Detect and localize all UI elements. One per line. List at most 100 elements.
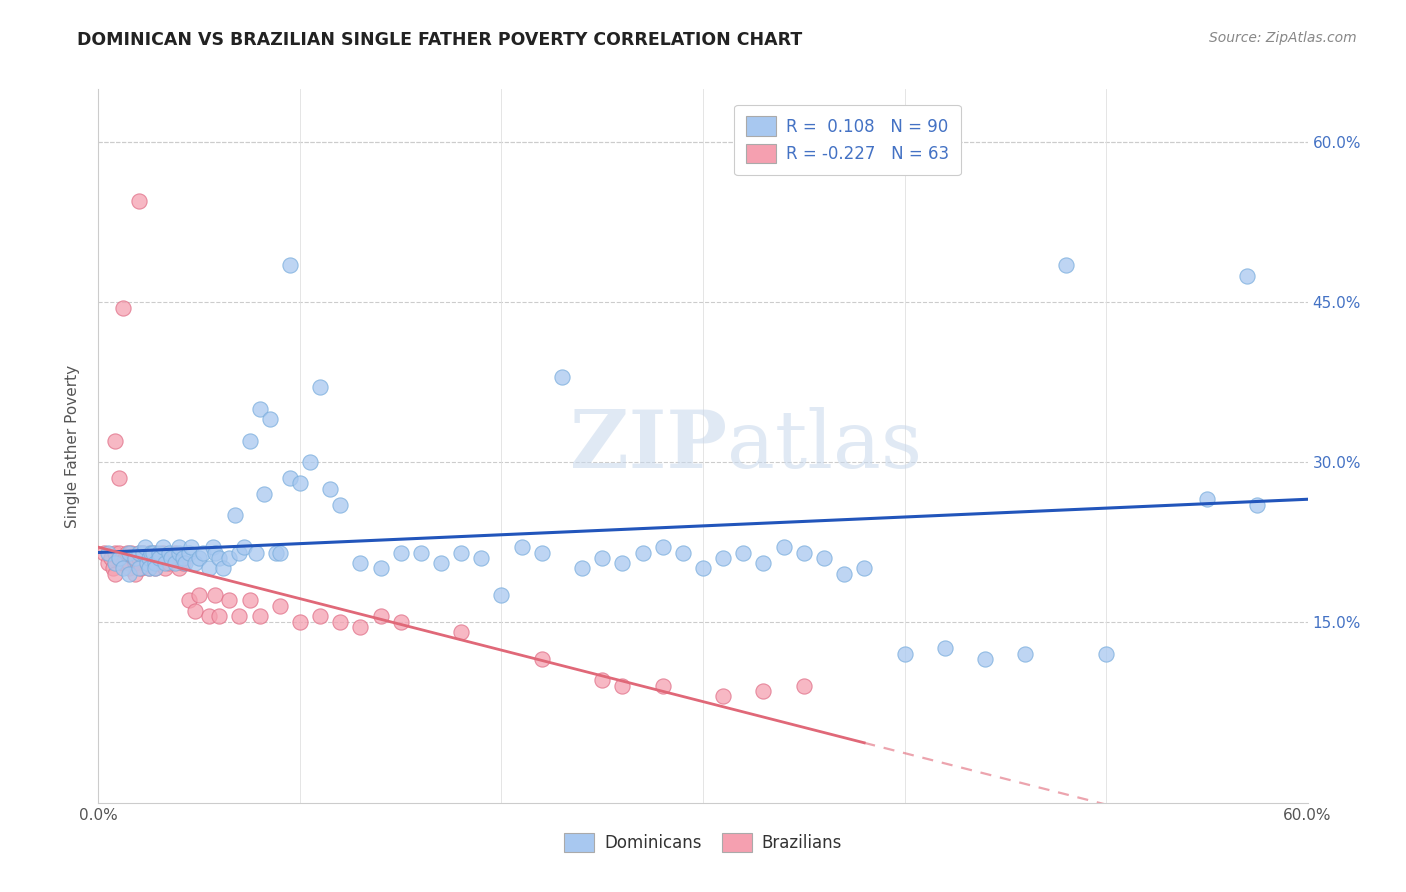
Point (253, 487, 276, 501)
Point (118, 561, 141, 575)
Point (103, 434, 125, 448)
Point (153, 556, 176, 570)
Point (319, 482, 342, 496)
Point (163, 556, 186, 570)
Point (198, 561, 221, 575)
Point (612, 679, 634, 693)
Point (103, 556, 125, 570)
Point (245, 545, 267, 559)
Point (157, 556, 180, 570)
Point (148, 556, 170, 570)
Point (1014, 647, 1036, 661)
Point (114, 550, 136, 565)
Point (288, 615, 311, 629)
Point (167, 540, 190, 554)
Point (128, 545, 150, 559)
Point (612, 556, 634, 570)
Point (100, 550, 122, 565)
Point (269, 599, 291, 613)
Point (218, 593, 240, 607)
Point (118, 545, 141, 559)
Point (103, 566, 125, 581)
Point (450, 545, 472, 559)
Point (264, 545, 287, 559)
Point (733, 545, 755, 559)
Point (132, 545, 155, 559)
Point (111, 561, 134, 575)
Point (179, 545, 201, 559)
Text: DOMINICAN VS BRAZILIAN SINGLE FATHER POVERTY CORRELATION CHART: DOMINICAN VS BRAZILIAN SINGLE FATHER POV… (77, 31, 803, 49)
Point (160, 550, 183, 565)
Point (204, 588, 226, 602)
Point (143, 545, 166, 559)
Point (172, 556, 194, 570)
Point (198, 609, 221, 624)
Point (142, 556, 165, 570)
Point (153, 561, 176, 575)
Point (389, 615, 412, 629)
Point (208, 609, 231, 624)
Point (167, 561, 190, 575)
Point (115, 545, 138, 559)
Point (118, 566, 141, 581)
Point (148, 545, 170, 559)
Point (128, 194, 150, 208)
Point (148, 550, 170, 565)
Point (172, 550, 194, 565)
Point (180, 540, 202, 554)
Point (107, 545, 129, 559)
Point (134, 540, 156, 554)
Point (97, 545, 120, 559)
Point (349, 620, 371, 634)
Point (120, 545, 142, 559)
Point (163, 545, 186, 559)
Point (752, 556, 775, 570)
Point (228, 545, 250, 559)
Point (202, 540, 225, 554)
Point (249, 609, 271, 624)
Point (134, 550, 156, 565)
Point (138, 561, 160, 575)
Point (269, 545, 291, 559)
Point (409, 545, 432, 559)
Point (249, 401, 271, 416)
Point (591, 550, 613, 565)
Point (813, 550, 835, 565)
Point (208, 550, 231, 565)
Point (160, 550, 183, 565)
Point (118, 556, 141, 570)
Point (631, 545, 654, 559)
Point (212, 561, 235, 575)
Point (143, 561, 166, 575)
Text: Source: ZipAtlas.com: Source: ZipAtlas.com (1209, 31, 1357, 45)
Point (711, 550, 734, 565)
Point (430, 556, 453, 570)
Point (278, 471, 301, 485)
Point (772, 540, 794, 554)
Point (224, 508, 246, 523)
Point (135, 556, 157, 570)
Point (711, 690, 734, 704)
Point (591, 673, 613, 688)
Point (152, 540, 174, 554)
Point (138, 561, 160, 575)
Point (1054, 258, 1077, 272)
Point (142, 545, 165, 559)
Point (184, 604, 207, 618)
Point (93, 545, 115, 559)
Point (128, 545, 150, 559)
Point (974, 652, 997, 666)
Point (143, 561, 166, 575)
Point (228, 609, 250, 624)
Point (832, 566, 855, 581)
Point (101, 561, 124, 575)
Point (1236, 268, 1258, 283)
Point (204, 545, 226, 559)
Point (299, 455, 322, 469)
Point (232, 540, 254, 554)
Point (278, 258, 301, 272)
Point (128, 550, 150, 565)
Point (288, 476, 311, 491)
Point (129, 561, 152, 575)
Point (510, 540, 533, 554)
